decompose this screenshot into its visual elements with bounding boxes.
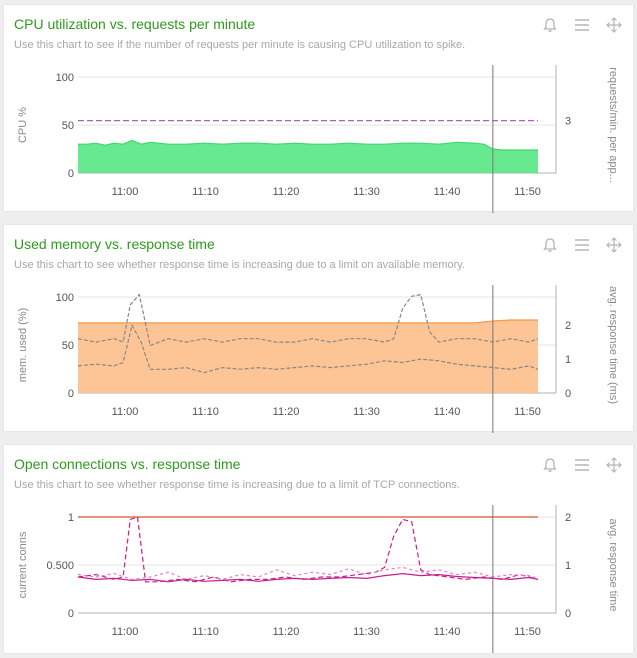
menu-icon[interactable] <box>573 456 591 474</box>
menu-icon[interactable] <box>573 16 591 34</box>
x-tick-label: 11:10 <box>192 626 219 638</box>
series-line-1 <box>77 293 539 347</box>
y-right-tick-label: 2 <box>565 320 571 332</box>
panel-actions <box>541 236 623 254</box>
y-left-tick-label: 0 <box>68 388 74 400</box>
connections-chart: 1 0.500 0 11:00 11:10 11:20 11:30 11:40 11:50 2 1 0… <box>17 505 619 653</box>
x-tick-label: 11:30 <box>353 626 380 638</box>
x-tick-label: 11:20 <box>273 626 300 638</box>
panel-memory: Used memory vs. response time Use this c… <box>4 225 633 433</box>
panel-actions <box>541 16 623 34</box>
panel-subtitle: Use this chart to see if the number of r… <box>14 39 466 51</box>
panel-cpu: CPU utilization vs. requests per minute … <box>4 5 633 213</box>
series-line-3 <box>77 566 539 581</box>
y-left-tick-label: 100 <box>56 72 74 84</box>
panel-title: Used memory vs. response time <box>14 236 215 252</box>
x-tick-label: 11:30 <box>353 186 380 198</box>
panel-title: CPU utilization vs. requests per minute <box>14 16 256 32</box>
x-tick-label: 11:00 <box>112 626 139 638</box>
x-tick-label: 11:00 <box>112 406 139 418</box>
y-right-tick-label: 0 <box>565 388 571 400</box>
move-icon[interactable] <box>605 236 623 254</box>
x-tick-label: 11:20 <box>273 406 300 418</box>
y-right-tick-label: 1 <box>565 560 571 572</box>
x-tick-label: 11:20 <box>273 186 300 198</box>
move-icon[interactable] <box>605 456 623 474</box>
bell-icon[interactable] <box>541 456 559 474</box>
y-left-axis-label: CPU % <box>17 107 29 143</box>
y-left-tick-label: 100 <box>56 292 74 304</box>
x-tick-label: 11:00 <box>112 186 139 198</box>
cpu-chart: 100 50 0 11:00 11:10 11:20 11:30 11:40 11:50 3 CPU… <box>17 65 619 213</box>
memory-chart: 100 50 0 11:00 11:10 11:20 11:30 11:40 11:50 2 1 0 m… <box>17 285 619 433</box>
bell-icon[interactable] <box>541 236 559 254</box>
x-tick-label: 11:50 <box>514 186 541 198</box>
x-tick-label: 11:30 <box>353 406 380 418</box>
x-tick-label: 11:40 <box>434 186 461 198</box>
y-right-axis-label: avg. response time <box>607 519 619 612</box>
y-left-tick-label: 1 <box>68 512 74 524</box>
x-tick-label: 11:40 <box>434 406 461 418</box>
y-right-tick-label: 1 <box>565 354 571 366</box>
panel-connections: Open connections vs. response time Use t… <box>4 445 633 653</box>
y-right-axis-label: requests/min. per app... <box>607 67 619 183</box>
series-line-1 <box>77 516 539 583</box>
panel-actions <box>541 456 623 474</box>
x-tick-label: 11:50 <box>514 406 541 418</box>
series-area-0 <box>78 140 538 173</box>
move-icon[interactable] <box>605 16 623 34</box>
panel-subtitle: Use this chart to see whether response t… <box>14 259 466 271</box>
bell-icon[interactable] <box>541 16 559 34</box>
x-tick-label: 11:50 <box>514 626 541 638</box>
y-right-axis-label: avg. response time (ms) <box>607 286 619 404</box>
series-area-edge-0 <box>78 139 538 151</box>
y-right-tick-label: 3 <box>565 116 571 128</box>
series-line-2 <box>77 572 539 583</box>
y-left-tick-label: 0 <box>68 168 74 180</box>
panel-title: Open connections vs. response time <box>14 456 241 472</box>
x-tick-label: 11:10 <box>192 186 219 198</box>
x-tick-label: 11:10 <box>192 406 219 418</box>
menu-icon[interactable] <box>573 236 591 254</box>
series-area-0 <box>78 320 538 393</box>
series-area-edge-0 <box>78 319 538 324</box>
y-left-tick-label: 50 <box>62 340 74 352</box>
y-left-tick-label: 0 <box>68 608 74 620</box>
series-line-2 <box>77 323 539 374</box>
y-left-tick-label: 50 <box>62 120 74 132</box>
y-right-tick-label: 0 <box>565 608 571 620</box>
y-left-axis-label: current conns <box>17 531 29 598</box>
panel-subtitle: Use this chart to see whether response t… <box>14 479 460 491</box>
y-left-axis-label: mem. used (%) <box>17 308 29 383</box>
x-tick-label: 11:40 <box>434 626 461 638</box>
y-right-tick-label: 2 <box>565 512 571 524</box>
y-left-tick-label: 0.500 <box>46 560 74 572</box>
